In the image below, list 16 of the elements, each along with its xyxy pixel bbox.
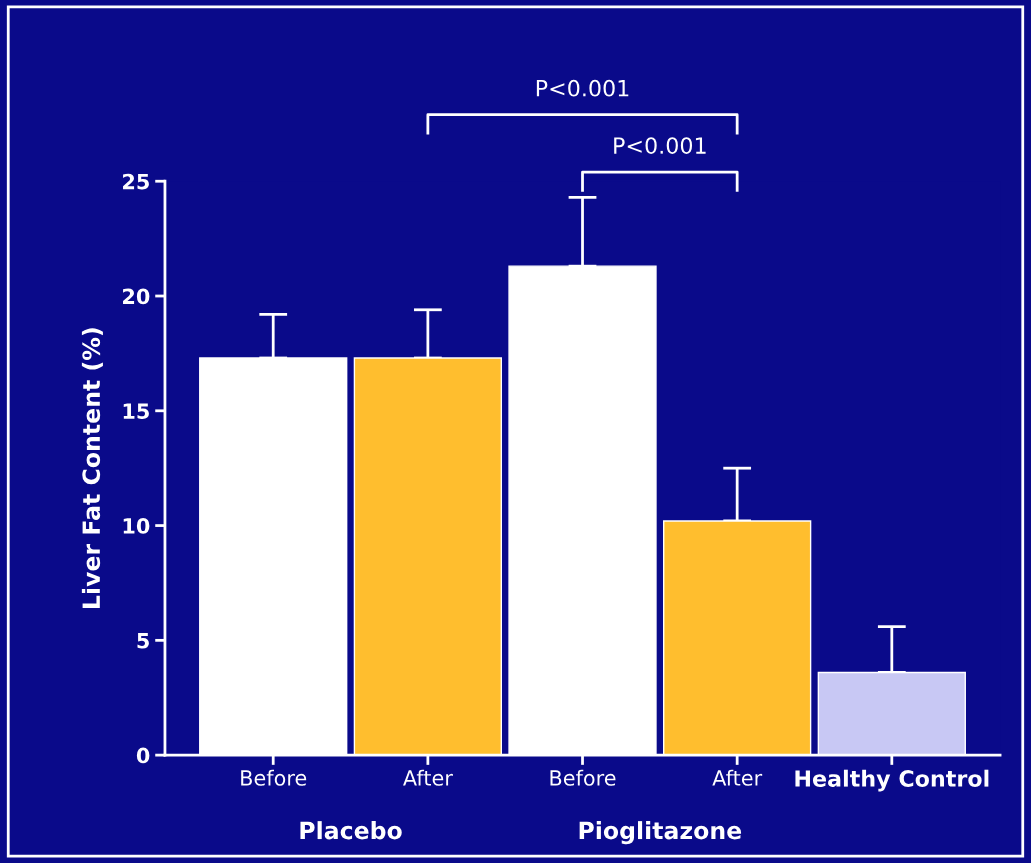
x-tick-label: Healthy Control [795,769,989,792]
x-tick-label: Before [550,769,616,786]
y-tick-label: 0 [136,747,150,764]
y-tick-label: 5 [137,633,149,649]
y-tick-label: 15 [123,403,149,419]
x-tick-label: After [403,769,453,786]
x-tick-label: Before [241,769,307,786]
x-tick-label: After [712,769,763,786]
text: Placebo [300,821,402,840]
y-tick-label: 10 [123,518,150,534]
y-tick-label: 25 [123,173,149,190]
text: P<0.001 [536,79,629,97]
y-axis-title: Liver Fat Content (%) [81,328,103,608]
text: Pioglitazone [579,821,742,845]
y-tick-label: 20 [123,288,150,305]
text: P<0.001 [614,137,706,154]
